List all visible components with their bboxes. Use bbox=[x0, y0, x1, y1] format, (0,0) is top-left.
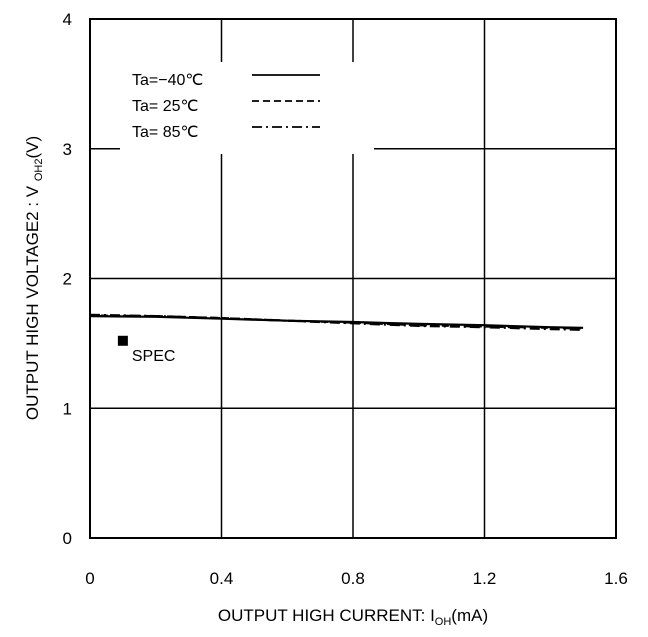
y-tick-label: 1 bbox=[63, 399, 72, 418]
x-tick-label: 0.4 bbox=[210, 569, 234, 588]
spec-marker bbox=[117, 335, 128, 346]
series-line bbox=[89, 313, 584, 331]
series-lines bbox=[89, 313, 584, 331]
tick-labels: 0 0.4 0.8 1.2 1.6 0 1 2 3 4 bbox=[63, 10, 628, 588]
x-tick-label: 0.8 bbox=[341, 569, 365, 588]
y-tick-label: 0 bbox=[63, 529, 72, 548]
spec-label: SPEC bbox=[132, 348, 176, 365]
legend: Ta=−40℃ Ta= 25℃ Ta= 85℃ bbox=[120, 62, 374, 154]
y-axis-label-tail: (V) bbox=[23, 136, 42, 159]
x-tick-label: 1.2 bbox=[473, 569, 497, 588]
y-axis-label-sub: OH2 bbox=[33, 159, 45, 182]
y-axis-label: OUTPUT HIGH VOLTAGE2 : V OH2(V) bbox=[23, 136, 45, 420]
x-axis-label-tail: (mA) bbox=[451, 606, 488, 625]
x-axis-label-main: OUTPUT HIGH CURRENT: I bbox=[218, 606, 435, 625]
plot-frame bbox=[89, 18, 617, 539]
x-tick-label: 1.6 bbox=[604, 569, 628, 588]
legend-box bbox=[120, 62, 374, 154]
annotations: SPEC bbox=[117, 335, 176, 365]
legend-label: Ta= 85℃ bbox=[132, 124, 198, 141]
y-axis-label-main: OUTPUT HIGH VOLTAGE2 : V bbox=[23, 181, 42, 420]
legend-label: Ta= 25℃ bbox=[132, 98, 198, 115]
y-tick-label: 2 bbox=[63, 270, 72, 289]
x-axis-label: OUTPUT HIGH CURRENT: IOH(mA) bbox=[218, 606, 488, 628]
legend-label: Ta=−40℃ bbox=[132, 72, 203, 89]
y-tick-label: 3 bbox=[63, 140, 72, 159]
y-tick-label: 4 bbox=[63, 10, 72, 29]
x-axis-label-sub: OH bbox=[435, 616, 452, 628]
x-tick-label: 0 bbox=[85, 569, 94, 588]
